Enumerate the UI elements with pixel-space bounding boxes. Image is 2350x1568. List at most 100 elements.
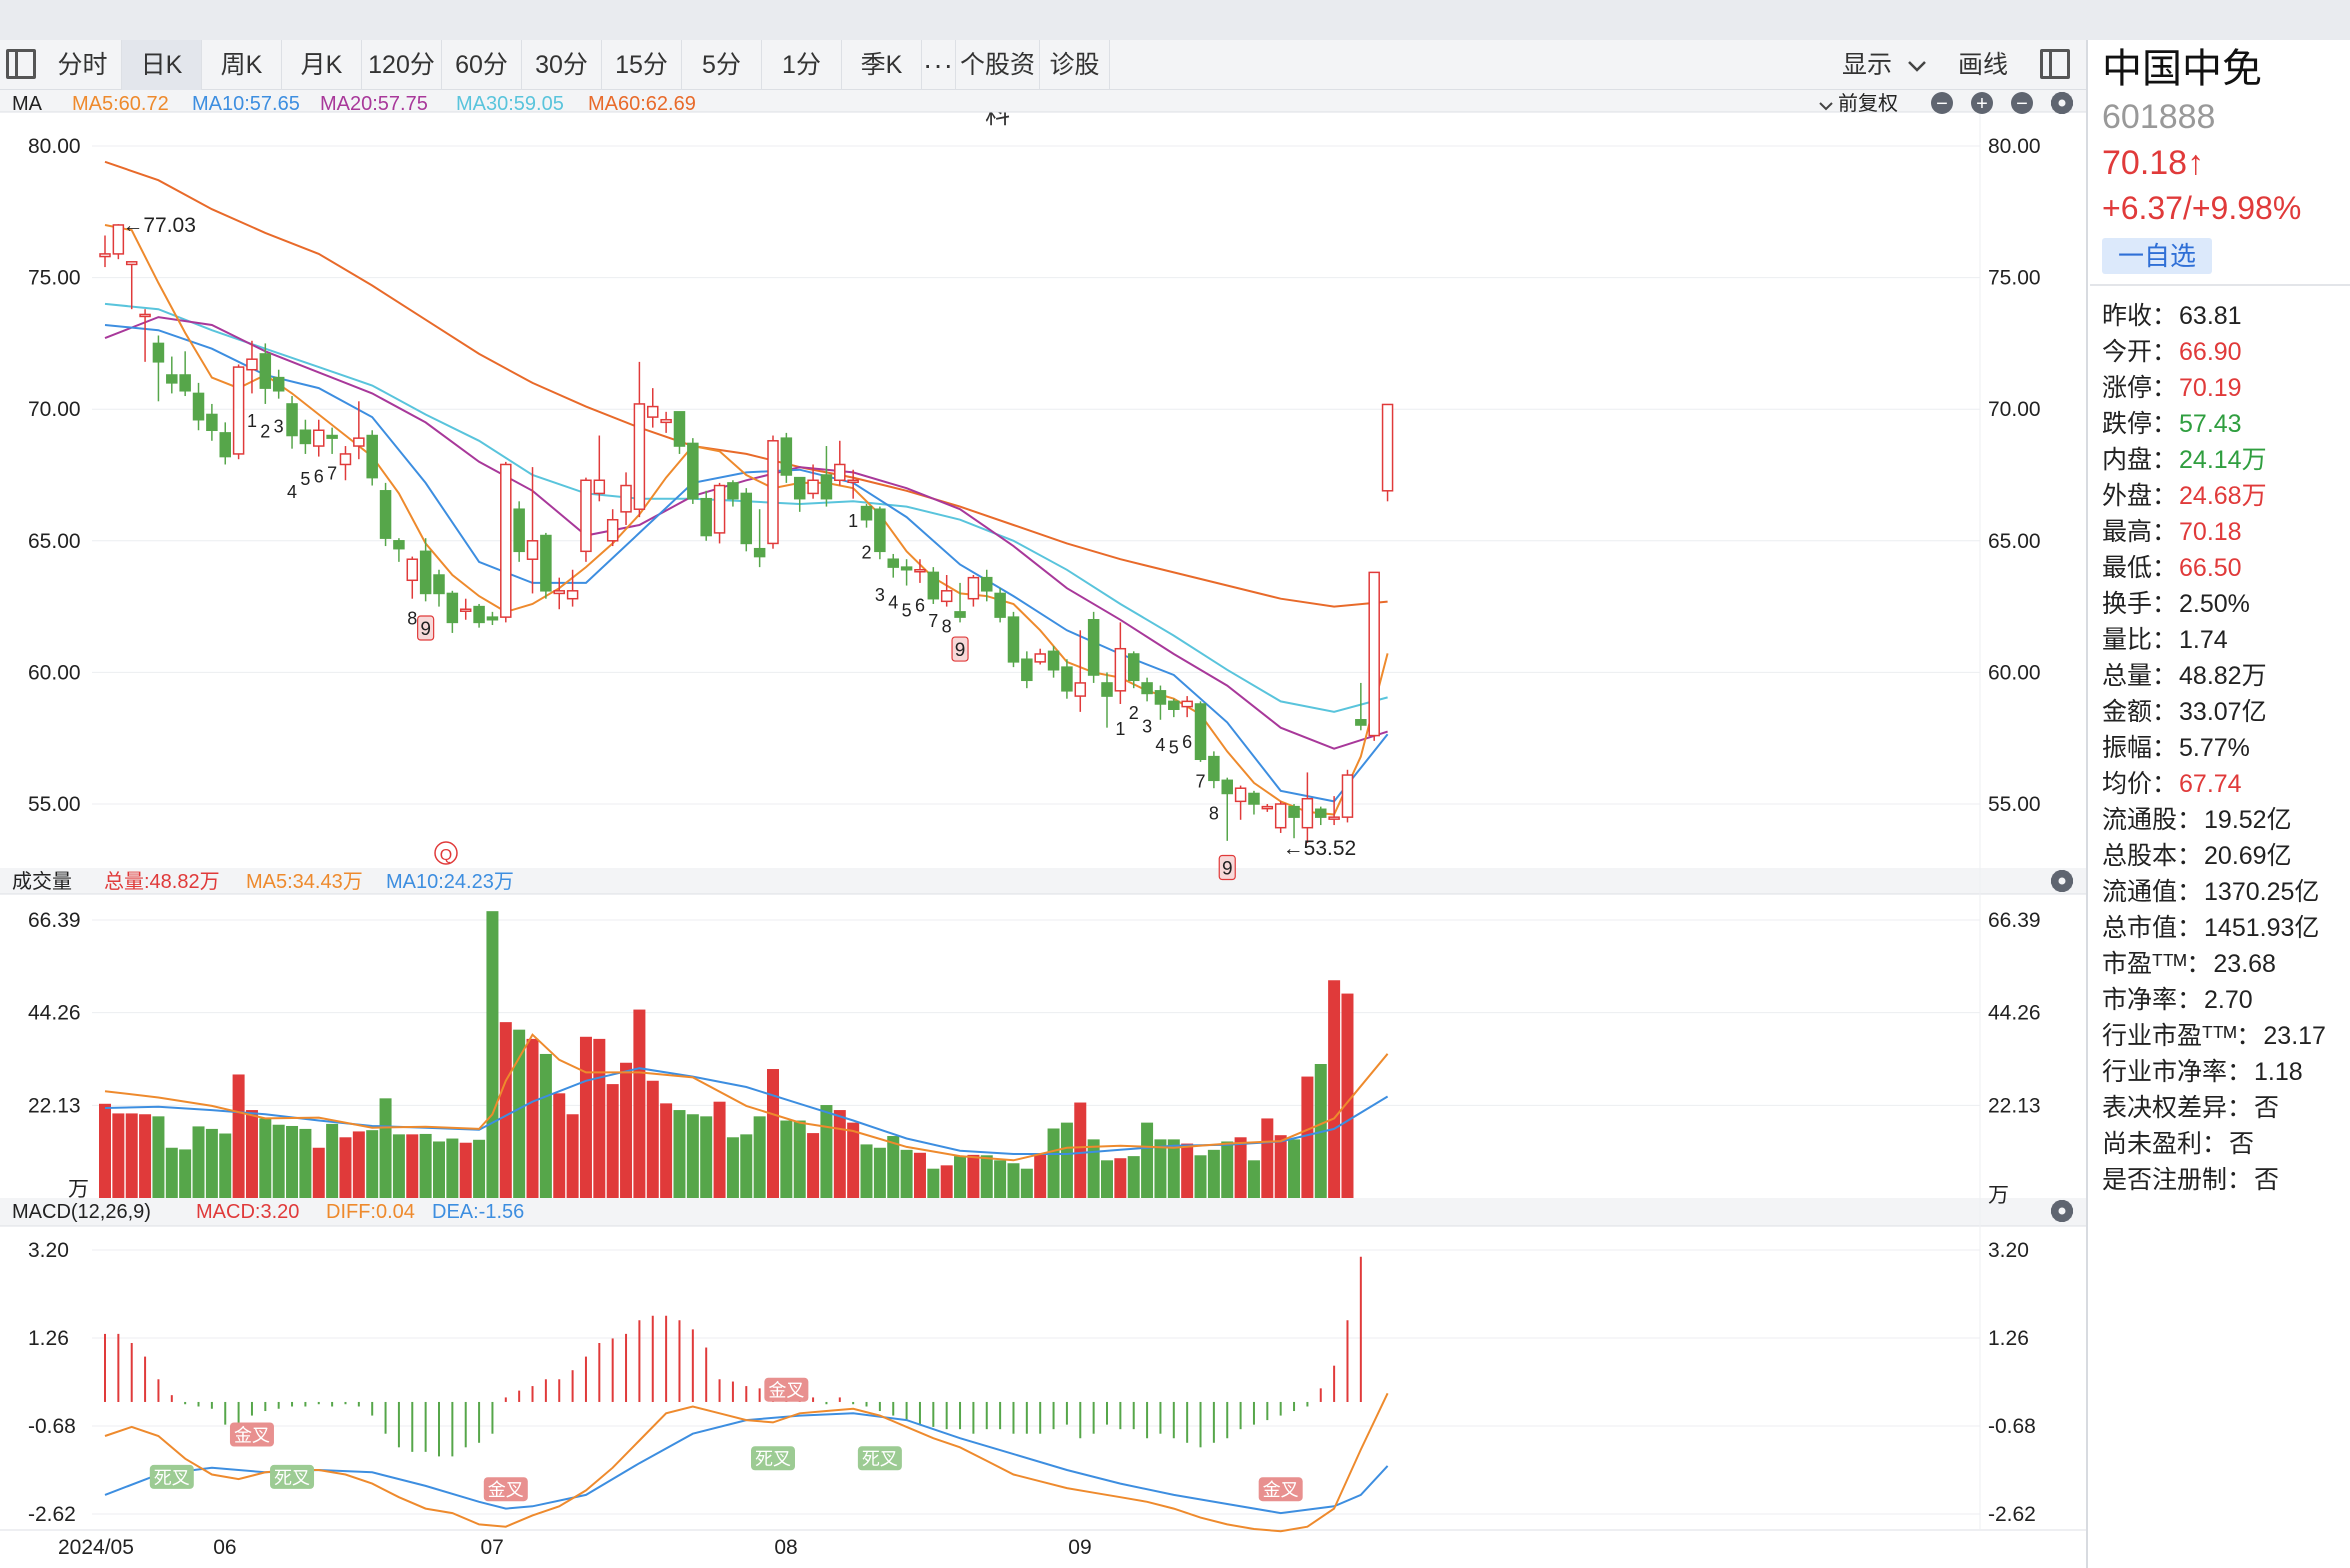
- volume-bar: [1261, 1118, 1274, 1198]
- panel-toggle-icon[interactable]: [2, 44, 40, 84]
- chevron-down-icon: [1907, 40, 1927, 90]
- candle-body: [125, 261, 138, 266]
- macd-axis-label: 1.26: [1988, 1327, 2029, 1350]
- quote-field-label: 总市值：: [2102, 914, 2203, 942]
- volume-bar: [99, 1103, 111, 1198]
- nine-count-marker: 2: [260, 422, 270, 442]
- volume-bar: [1047, 1128, 1060, 1198]
- main-panel-header: [0, 90, 2086, 112]
- quote-field-value: 1370.25亿: [2204, 878, 2320, 906]
- quote-field-label: 总量：: [2102, 662, 2178, 690]
- candle-body: [1141, 682, 1153, 695]
- candle-body: [433, 574, 445, 595]
- panel-toggle-icon[interactable]: [2036, 44, 2074, 84]
- add-to-watchlist-button[interactable]: 一自选: [2102, 238, 2212, 274]
- candle-body: [553, 590, 565, 595]
- candle-body: [606, 518, 619, 542]
- period-tab[interactable]: 周K: [202, 40, 282, 90]
- candle-body: [1194, 703, 1207, 761]
- macd-dea-line: [104, 1412, 1389, 1515]
- candle-body: [152, 342, 165, 363]
- volume-bar: [967, 1154, 980, 1198]
- volume-bar: [286, 1125, 299, 1198]
- candle-body: [767, 440, 779, 545]
- volume-bar: [579, 1036, 592, 1198]
- ma-legend-item: MA30:59.05: [456, 93, 564, 115]
- volume-bar: [566, 1114, 579, 1198]
- nine-count-marker: 7: [1196, 772, 1206, 792]
- macd-axis-label: -2.62: [28, 1503, 76, 1526]
- quote-field-row: 尚未盈利：否: [2102, 1126, 2350, 1162]
- nine-count-marker: 8: [1209, 803, 1219, 823]
- period-tab[interactable]: 120分: [362, 40, 442, 90]
- candle-body: [1208, 755, 1220, 782]
- kline-chart[interactable]: 80.00 80.00 75.00 75.00 70.00 70.00 65.00 65.00…: [0, 90, 2086, 1568]
- period-tab[interactable]: 分时: [44, 40, 122, 90]
- candle-body: [1181, 700, 1193, 708]
- quote-field-row: 总市值：1451.93亿: [2102, 910, 2350, 946]
- volume-bar: [312, 1147, 325, 1198]
- minus-circle-icon: [1931, 92, 1953, 114]
- volume-bar: [686, 1114, 699, 1198]
- candle-body: [847, 479, 859, 484]
- quote-field-label: 振幅：: [2102, 734, 2178, 762]
- candle-body: [700, 497, 712, 537]
- golden-cross-badge: [1258, 1477, 1303, 1502]
- candle-body: [206, 413, 218, 432]
- quote-field-value: 否: [2254, 1166, 2280, 1194]
- candle-body: [633, 403, 646, 510]
- quote-field-value: 否: [2229, 1130, 2255, 1158]
- panel-divider: [2086, 40, 2088, 1568]
- death-cross-badge: [149, 1464, 194, 1489]
- period-tab[interactable]: 日K: [122, 40, 202, 90]
- gear-icon[interactable]: [2050, 1199, 2074, 1223]
- more-periods-button[interactable]: ···: [922, 40, 956, 90]
- period-tab[interactable]: 季K: [842, 40, 922, 90]
- period-tab[interactable]: 60分: [442, 40, 522, 90]
- candle-body: [219, 432, 231, 458]
- quote-field-row: 市净率：2.70: [2102, 982, 2350, 1018]
- quote-field-label: 尚未盈利：: [2102, 1130, 2228, 1158]
- candle-body: [994, 592, 1006, 618]
- volume-axis-label: 44.26: [1988, 1002, 2041, 1025]
- period-tab[interactable]: 5分: [682, 40, 762, 90]
- period-tab[interactable]: 个股资料: [956, 40, 1040, 129]
- period-tab[interactable]: 30分: [522, 40, 602, 90]
- volume-bar: [713, 1101, 726, 1198]
- gear-icon[interactable]: [2050, 91, 2074, 115]
- nine-count-marker: 4: [287, 482, 297, 502]
- volume-bar: [954, 1156, 967, 1198]
- stock-code: 601888: [2102, 98, 2216, 136]
- quote-field-value: 19.52亿: [2204, 806, 2292, 834]
- volume-bar: [1274, 1135, 1287, 1198]
- price-axis-label: 55.00: [28, 793, 81, 816]
- volume-ma10-line: [104, 1067, 1389, 1155]
- volume-bar: [1181, 1143, 1194, 1198]
- quote-field-value: 否: [2254, 1094, 2280, 1122]
- volume-bar: [994, 1160, 1007, 1198]
- quote-field-label: 行业市净率：: [2102, 1058, 2253, 1086]
- nine-count-marker: 4: [1155, 735, 1165, 755]
- volume-bar: [219, 1133, 232, 1198]
- volume-bar: [1141, 1122, 1154, 1198]
- quote-field-label: 最高：: [2102, 518, 2178, 546]
- volume-ma5-line: [104, 1033, 1389, 1162]
- nine-count-marker: 8: [407, 608, 417, 628]
- stock-change: +6.37/+9.98%: [2102, 190, 2302, 226]
- volume-bar: [1301, 1076, 1314, 1198]
- period-tab[interactable]: 诊股: [1040, 40, 1110, 90]
- volume-bar: [700, 1116, 713, 1198]
- draw-line-menu[interactable]: 画线: [1958, 51, 2009, 79]
- candle-body: [406, 558, 419, 582]
- gear-icon[interactable]: [2050, 869, 2074, 893]
- show-menu[interactable]: 显示: [1842, 40, 1927, 90]
- period-tab[interactable]: 1分: [762, 40, 842, 90]
- macd-panel-header: [0, 1198, 2086, 1226]
- volume-axis-label: 66.39: [1988, 909, 2041, 932]
- candle-body: [1061, 666, 1073, 692]
- quote-field-row: 表决权差异：否: [2102, 1090, 2350, 1126]
- period-tab[interactable]: 15分: [602, 40, 682, 90]
- period-tab[interactable]: 月K: [282, 40, 362, 90]
- volume-bar: [205, 1128, 218, 1198]
- quote-field-row: 涨停：70.19: [2102, 370, 2350, 406]
